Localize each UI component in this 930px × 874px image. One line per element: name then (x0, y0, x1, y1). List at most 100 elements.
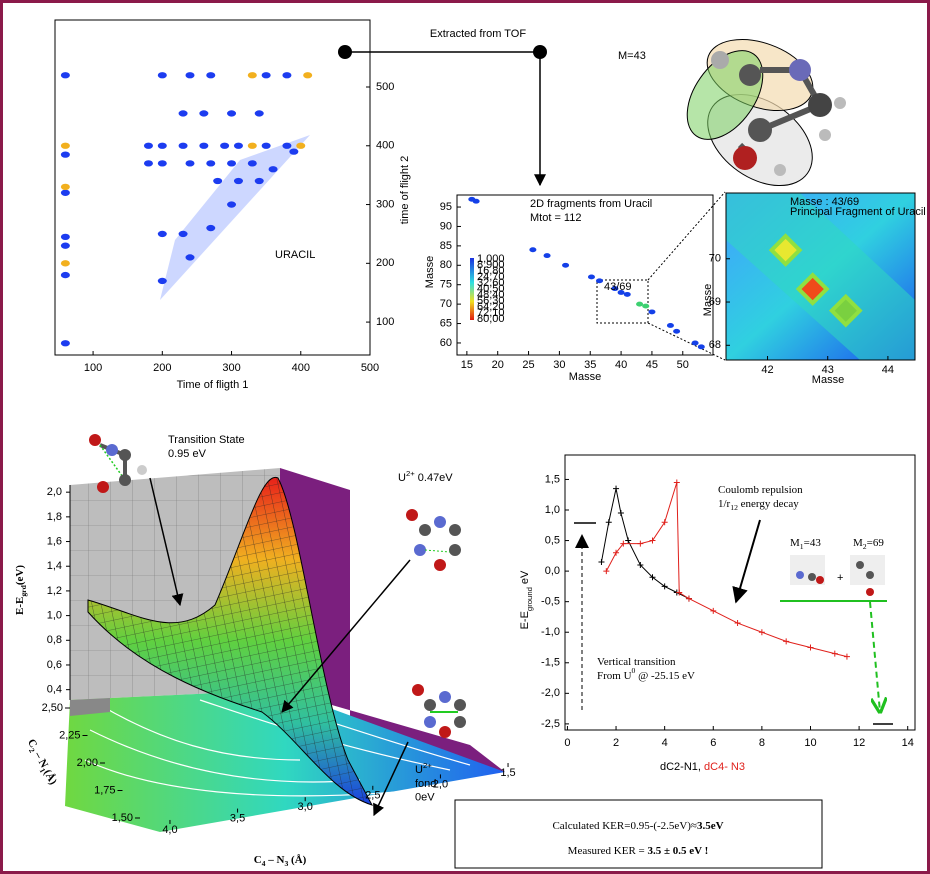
y-axis-label: Masse (424, 256, 436, 288)
point (544, 253, 551, 258)
point (186, 254, 195, 260)
z-axis-label-part: (eV) (14, 565, 26, 585)
annotation-part: 1/r (718, 497, 731, 509)
annotation: U2+ 0.47eV (398, 469, 453, 484)
marker (606, 519, 612, 525)
annotation-part: M (790, 537, 800, 549)
x-axis-label: dC2-N1, dC4- N3 (660, 761, 745, 773)
z-axis-label-part: grd (19, 584, 28, 596)
annotation: M2=69 (853, 537, 884, 552)
x-axis-label: Masse (812, 374, 844, 386)
y-tick-label: 2,25 (59, 729, 80, 741)
y-tick-label: 85 (440, 240, 452, 252)
point (648, 309, 655, 314)
y-tick-label: 95 (440, 201, 452, 213)
marker (603, 568, 609, 574)
annotation-part: Vertical transition (597, 656, 676, 668)
z-tick-label: 1,8 (47, 511, 62, 523)
plot-frame (55, 20, 370, 355)
y-tick-label: 80 (440, 259, 452, 271)
y-tick-label: -1,0 (541, 626, 560, 638)
point (199, 110, 208, 116)
point (303, 72, 312, 78)
point (692, 341, 699, 346)
annotation-part: energy decay (738, 497, 799, 509)
x-tick-label: 40 (615, 359, 627, 371)
annotation-part: M (853, 537, 863, 549)
x-tick-label: 100 (84, 362, 102, 374)
annotation-part: U (415, 764, 423, 776)
marker (832, 651, 838, 657)
y-tick-label: 1,75 (94, 784, 115, 796)
x-tick-label: 2 (613, 737, 619, 749)
point (248, 160, 257, 166)
x-tick-label: 50 (677, 359, 689, 371)
x-tick-label: 20 (492, 359, 504, 371)
marker (674, 480, 680, 486)
z-axis-label: E-Egrd(eV) (14, 565, 29, 615)
annotation: Vertical transitionFrom U0 @ -25.15 eV (597, 656, 695, 682)
chart-subtitle: Mtot = 112 (530, 212, 581, 224)
marker (613, 486, 619, 492)
y-tick-label: 2,00 (77, 757, 98, 769)
y-tick-label: 0,0 (545, 565, 560, 577)
y-tick-label: -0,5 (541, 596, 560, 608)
point (642, 304, 649, 309)
annotation: URACIL (275, 249, 315, 261)
y-tick-label: 1,5 (545, 473, 560, 485)
point (289, 148, 298, 154)
annotation-part: =43 (804, 537, 822, 549)
x-tick-label: 42 (761, 364, 773, 376)
x-tick-label: 12 (853, 737, 865, 749)
point (667, 323, 674, 328)
y-axis-label-part: – N (31, 747, 51, 769)
y-tick-label: 1,50 (112, 812, 133, 824)
y-tick-label: 500 (376, 81, 394, 93)
x-tick-label: 8 (759, 737, 765, 749)
point (248, 143, 257, 149)
x-tick-label: 200 (153, 362, 171, 374)
x-tick-label: 44 (882, 364, 894, 376)
point (206, 225, 215, 231)
x-axis-label-part: – N (265, 854, 284, 866)
x-tick-label: 2,5 (365, 790, 380, 802)
x-tick-label: 1,5 (500, 767, 515, 779)
y-tick-label: -2,0 (541, 687, 560, 699)
colorbar (470, 258, 474, 320)
x-tick-label: 35 (584, 359, 596, 371)
marker (618, 510, 624, 516)
point (61, 151, 70, 157)
point (61, 340, 70, 346)
marker (783, 638, 789, 644)
point (186, 72, 195, 78)
y-axis-label: C2 – N1(Å) (23, 737, 60, 788)
point (227, 160, 236, 166)
annotation: Transition State0.95 eV (168, 434, 245, 460)
ker-line-part: Measured KER = (568, 845, 648, 857)
annotation: 43/69 (604, 281, 632, 293)
point (158, 231, 167, 237)
point (158, 160, 167, 166)
point (227, 201, 236, 207)
x-tick-label: 25 (522, 359, 534, 371)
chart-title: 2D fragments from Uracil (530, 198, 652, 210)
marker (710, 608, 716, 614)
x-tick-label: 300 (222, 362, 240, 374)
arrow-label: Extracted from TOF (430, 28, 526, 40)
z-tick-label: 2,0 (47, 486, 62, 498)
x-tick-label: 4,0 (162, 824, 177, 836)
colorbar-label: 80,00 (477, 313, 505, 325)
point (282, 72, 291, 78)
z-tick-label: 1,0 (47, 610, 62, 622)
y-axis-label-part: E-E (519, 611, 531, 629)
chart-subtitle: Principal Fragment of Uracil (790, 206, 926, 218)
marker (637, 541, 643, 547)
x-axis-label-part: dC4- N3 (704, 761, 745, 773)
marker (759, 629, 765, 635)
point (144, 160, 153, 166)
y-tick-label: 65 (440, 317, 452, 329)
annotation-part: From U (597, 669, 632, 681)
y-tick-label: 2,50 (42, 702, 63, 714)
point (61, 143, 70, 149)
point (473, 199, 480, 204)
